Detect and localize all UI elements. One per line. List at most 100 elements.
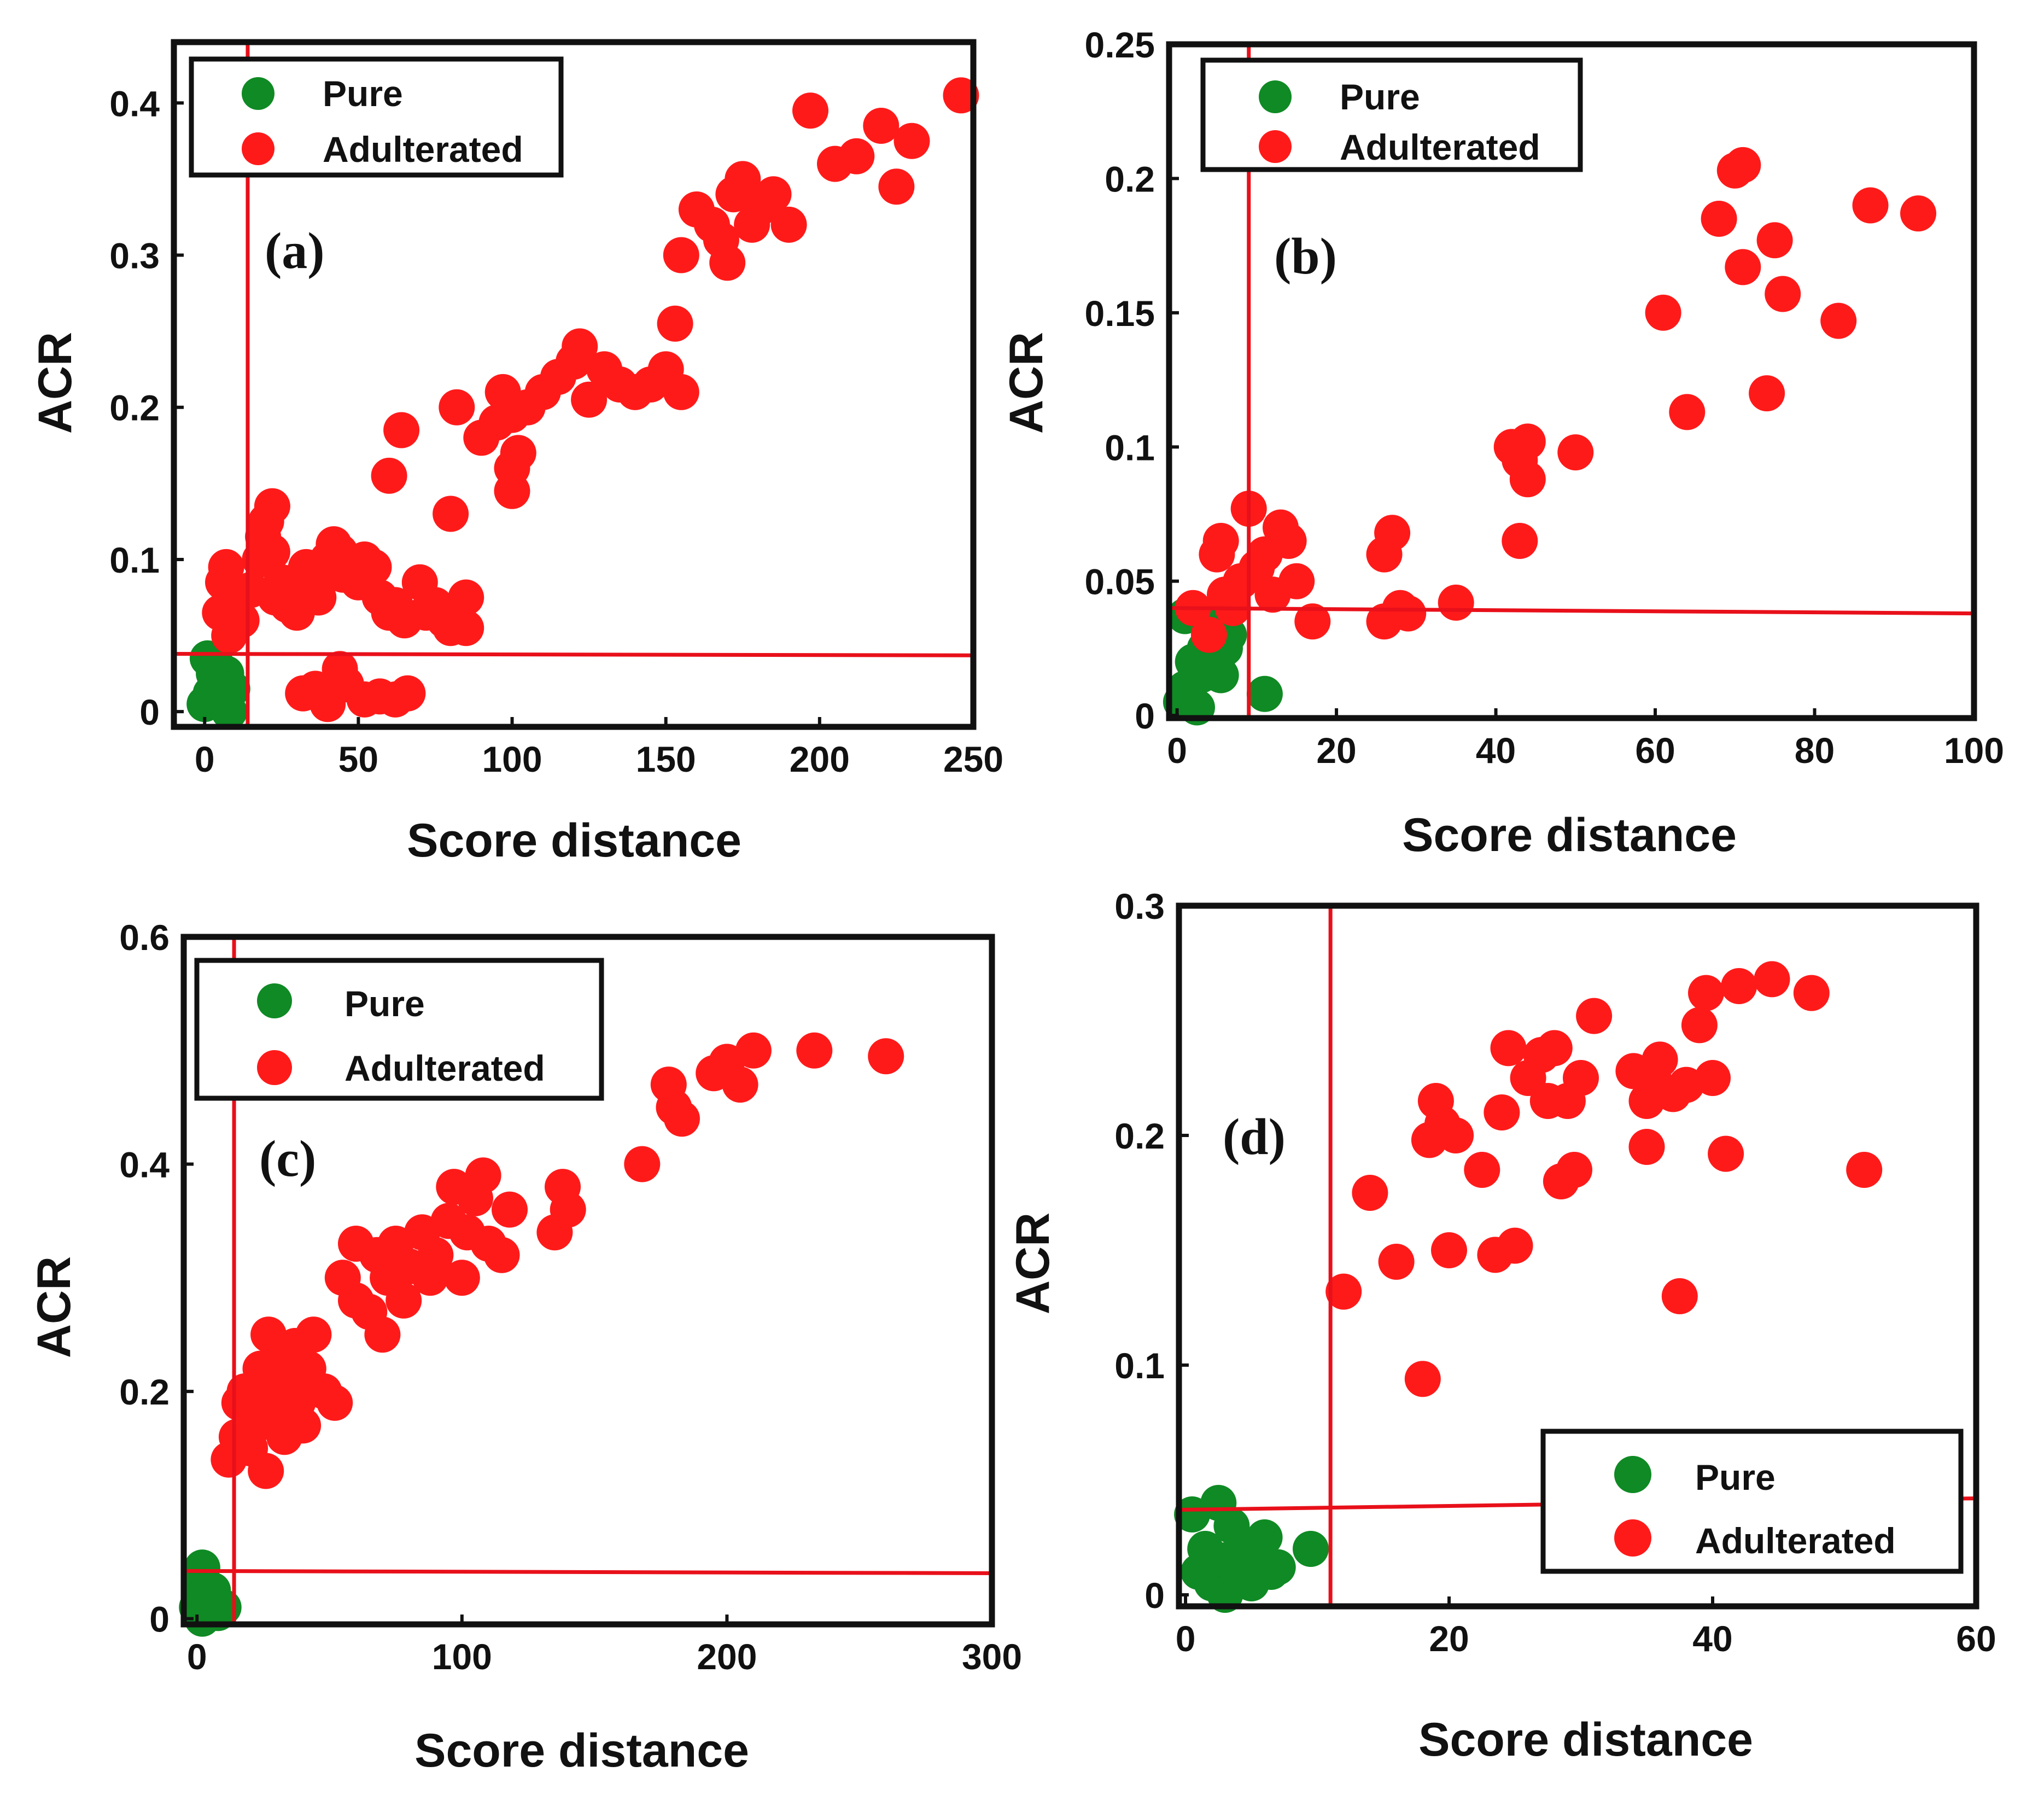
y-axis-label: ACR [1007,1213,1059,1314]
point-pure [192,675,229,712]
x-tick-label: 100 [432,1636,492,1677]
point-adulterated [755,176,792,213]
x-tick-label: 40 [1476,730,1516,771]
y-tick-label: 0.4 [119,1145,170,1185]
point-adulterated [371,457,407,494]
point-adulterated [386,1282,422,1319]
point-adulterated [1642,1041,1678,1078]
legend-label-adulterated: Adulterated [1695,1520,1896,1561]
point-adulterated [796,1032,833,1069]
point-adulterated [443,1260,480,1296]
point-adulterated [571,381,608,418]
point-adulterated [1725,147,1761,183]
point-adulterated [1695,1060,1731,1096]
point-adulterated [223,602,260,639]
y-tick-label: 0.2 [1105,159,1155,199]
x-tick-label: 40 [1692,1618,1732,1659]
point-adulterated [735,1032,772,1069]
y-tick-label: 0.05 [1085,562,1155,602]
point-adulterated [433,496,469,532]
x-tick-label: 20 [1316,730,1356,771]
point-adulterated [1576,998,1613,1034]
point-adulterated [1431,1232,1467,1268]
x-tick-label: 200 [790,739,850,779]
legend-label-pure: Pure [323,73,403,114]
x-axis-label: Score distance [1402,809,1737,861]
legend: Pure Adulterated [194,958,604,1101]
point-adulterated [1628,1129,1665,1165]
x-tick-label: 50 [338,739,378,779]
point-pure [1259,1549,1296,1586]
point-adulterated [439,389,475,426]
point-adulterated [1749,375,1785,412]
point-adulterated [863,108,900,144]
panel-d: 0 20 40 60 0 0.1 0.2 0.3 Pure Adulterated (d) S… [1007,886,1996,1766]
legend: Pure Adulterated [189,56,564,178]
point-adulterated [1900,195,1936,232]
panel-label: (c) [259,1130,316,1187]
point-adulterated [624,1146,661,1182]
panel-label: (d) [1223,1109,1286,1165]
point-adulterated [1846,1152,1883,1188]
point-adulterated [1325,1273,1362,1310]
plot-frame [180,934,995,1628]
legend-marker-adulterated [1259,130,1292,163]
point-adulterated [1765,276,1801,312]
point-adulterated [1688,975,1724,1011]
point-adulterated [1756,222,1793,259]
point-adulterated [1820,302,1857,339]
legend-marker-adulterated [1614,1519,1651,1557]
x-tick-label: 0 [187,1636,207,1677]
point-adulterated [465,1157,501,1194]
point-adulterated [1536,1030,1573,1066]
point-pure [1246,1519,1283,1555]
point-adulterated [792,92,828,129]
point-adulterated [709,244,746,281]
panel-c: 0 100 200 300 0 0.2 0.4 0.6 Pure Adulterated (c… [28,917,1022,1777]
point-adulterated [389,675,426,712]
legend-label-adulterated: Adulterated [1340,127,1540,167]
point-adulterated [355,549,392,585]
threshold-line-horizontal [1169,606,1975,616]
x-tick-label: 100 [482,739,542,779]
legend-marker-pure [1259,80,1292,113]
point-adulterated [663,374,699,410]
x-axis-label: Score distance [414,1724,749,1777]
plot-frame [171,39,977,730]
y-axis-label: ACR [29,332,81,434]
point-pure [1246,675,1283,712]
point-adulterated [943,77,979,114]
point-adulterated [1557,434,1594,471]
y-tick-label: 0.3 [1114,886,1165,926]
x-tick-label: 60 [1956,1618,1996,1659]
y-tick-label: 0.25 [1085,25,1155,65]
point-adulterated [448,610,484,646]
point-adulterated [664,1100,700,1137]
plot-frame [1166,41,1977,721]
point-adulterated [285,1407,322,1444]
point-adulterated [1294,603,1331,640]
legend-label-adulterated: Adulterated [323,129,523,170]
legend-marker-pure [1614,1456,1651,1493]
point-adulterated [494,473,530,509]
y-tick-label: 0 [1135,696,1155,736]
y-tick-label: 0.2 [109,388,160,428]
point-adulterated [1464,1152,1500,1188]
point-adulterated [1721,968,1757,1004]
point-adulterated [1754,961,1790,998]
point-adulterated [562,328,598,365]
x-tick-label: 60 [1635,730,1675,771]
point-adulterated [1190,616,1227,653]
x-tick-label: 0 [195,739,215,779]
point-adulterated [1725,249,1761,285]
y-tick-label: 0 [149,1599,170,1640]
legend-box [1540,1429,1964,1574]
y-axis-label: ACR [1000,332,1053,434]
point-adulterated [254,534,290,570]
legend-label-pure: Pure [344,983,425,1024]
y-axis-label: ACR [28,1256,80,1358]
point-adulterated [364,1316,401,1353]
point-adulterated [500,435,536,471]
y-tick-label: 0.2 [1114,1116,1165,1156]
legend-label-pure: Pure [1340,77,1420,117]
